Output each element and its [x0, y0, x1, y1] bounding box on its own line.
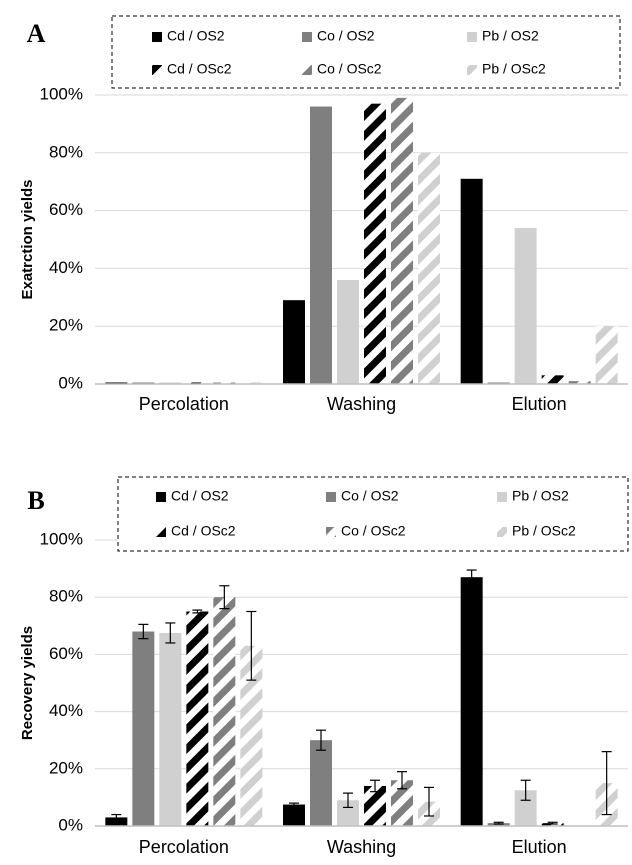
bar-pb-os2-washing: [337, 800, 359, 826]
legend-swatch-cd-osc2: [156, 527, 166, 537]
bar-cd-os2-elution: [460, 178, 483, 384]
x-category-label: Elution: [512, 837, 567, 857]
y-tick-label: 100%: [40, 84, 83, 103]
bar-cd-os2-elution: [460, 577, 483, 826]
legend-label-pb-osc2: Pb / OSc2: [482, 61, 546, 77]
bar-pb-os2-elution: [514, 790, 537, 826]
legend-swatch-pb-os2: [467, 32, 477, 42]
legend-swatch-cd-os2: [152, 32, 162, 42]
legend: Cd / OS2 Co / OS2 Pb / OS2 Cd / OSc2 Co / OS…: [111, 15, 621, 89]
legend-swatch-cd-os2: [156, 492, 166, 502]
bar-cd-osc2-washing: [364, 785, 386, 826]
legend-label-co-os2: Co / OS2: [341, 488, 399, 504]
y-tick-label: 80%: [49, 587, 83, 606]
bar-cd-osc2-washing: [364, 103, 386, 385]
bar-co-os2-washing: [310, 740, 332, 826]
bar-cd-os2-washing: [283, 804, 305, 826]
chart-panel-a: A 0% 20% 40% 60% 80% 100% Exatrction yields Perc…: [19, 15, 628, 414]
bar-pb-osc2-percolation: [240, 645, 263, 826]
legend-swatch-co-os2: [302, 32, 312, 42]
x-category-label: Elution: [512, 394, 567, 414]
bar-pb-osc2-washing: [418, 152, 440, 384]
legend-label-pb-os2: Pb / OS2: [482, 28, 539, 44]
legend-swatch-co-osc2: [302, 65, 312, 75]
y-tick-label: 60%: [49, 644, 83, 663]
chart-panel-b: B 0% 20% 40% 60% 80% 100% Recovery yields Percol…: [19, 476, 629, 857]
legend-label-co-osc2: Co / OSc2: [341, 523, 406, 539]
panel-letter: B: [27, 486, 44, 515]
legend-swatch-pb-os2: [497, 492, 507, 502]
bar-cd-os2-washing: [283, 300, 305, 384]
legend-label-co-os2: Co / OS2: [317, 28, 375, 44]
legend-label-pb-osc2: Pb / OSc2: [512, 523, 576, 539]
legend-box: [111, 15, 621, 89]
y-tick-label: 0%: [58, 373, 83, 392]
x-category-label: Percolation: [139, 394, 229, 414]
bar-cd-osc2-percolation: [186, 611, 209, 826]
legend-label-cd-os2: Cd / OS2: [167, 28, 225, 44]
bar-co-osc2-washing: [391, 780, 413, 826]
bar-co-osc2-elution: [568, 381, 591, 384]
bar-co-osc2-washing: [391, 97, 413, 384]
y-tick-label: 20%: [49, 758, 83, 777]
y-axis-title: Recovery yields: [19, 626, 36, 740]
bar-cd-osc2-elution: [541, 375, 564, 384]
y-tick-label: 0%: [58, 815, 83, 834]
legend-label-cd-osc2: Cd / OSc2: [167, 61, 232, 77]
y-tick-label: 40%: [49, 701, 83, 720]
y-tick-label: 100%: [40, 529, 83, 548]
legend-swatch-co-osc2: [326, 527, 336, 537]
x-category-label: Washing: [327, 837, 396, 857]
y-tick-label: 60%: [49, 200, 83, 219]
legend-label-pb-os2: Pb / OS2: [512, 488, 569, 504]
y-tick-label: 80%: [49, 142, 83, 161]
bar-co-os2-washing: [310, 106, 332, 384]
x-category-label: Washing: [327, 394, 396, 414]
legend-swatch-cd-osc2: [152, 65, 162, 75]
bar-cd-os2-percolation: [105, 817, 128, 826]
bar-co-os2-percolation: [132, 631, 155, 826]
legend-swatch-pb-osc2: [497, 527, 507, 537]
bar-pb-os2-washing: [337, 279, 359, 384]
legend-label-co-osc2: Co / OSc2: [317, 61, 382, 77]
legend-label-cd-osc2: Cd / OSc2: [171, 523, 236, 539]
x-category-label: Percolation: [139, 837, 229, 857]
legend-label-cd-os2: Cd / OS2: [171, 488, 229, 504]
y-axis-title: Exatrction yields: [19, 179, 36, 299]
legend: Cd / OS2 Co / OS2 Pb / OS2 Cd / OSc2 Co / OS…: [117, 476, 629, 552]
bar-pb-osc2-elution: [595, 326, 618, 384]
y-tick-label: 40%: [49, 258, 83, 277]
panel-letter: A: [27, 19, 46, 48]
bar-pb-os2-percolation: [159, 632, 182, 826]
bar-co-osc2-percolation: [213, 597, 236, 826]
legend-swatch-pb-osc2: [467, 65, 477, 75]
legend-swatch-co-os2: [326, 492, 336, 502]
bar-pb-os2-elution: [514, 227, 537, 384]
legend-box: [117, 476, 629, 552]
y-tick-label: 20%: [49, 316, 83, 335]
